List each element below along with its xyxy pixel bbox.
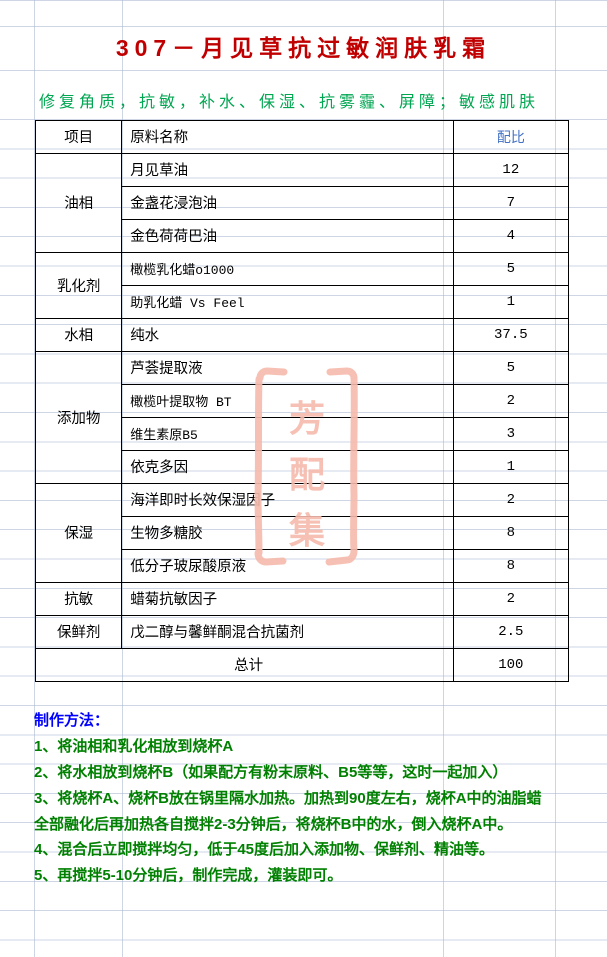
svg-text:集: 集 (288, 510, 325, 551)
svg-text:芳: 芳 (289, 398, 325, 439)
svg-text:配: 配 (289, 454, 325, 495)
